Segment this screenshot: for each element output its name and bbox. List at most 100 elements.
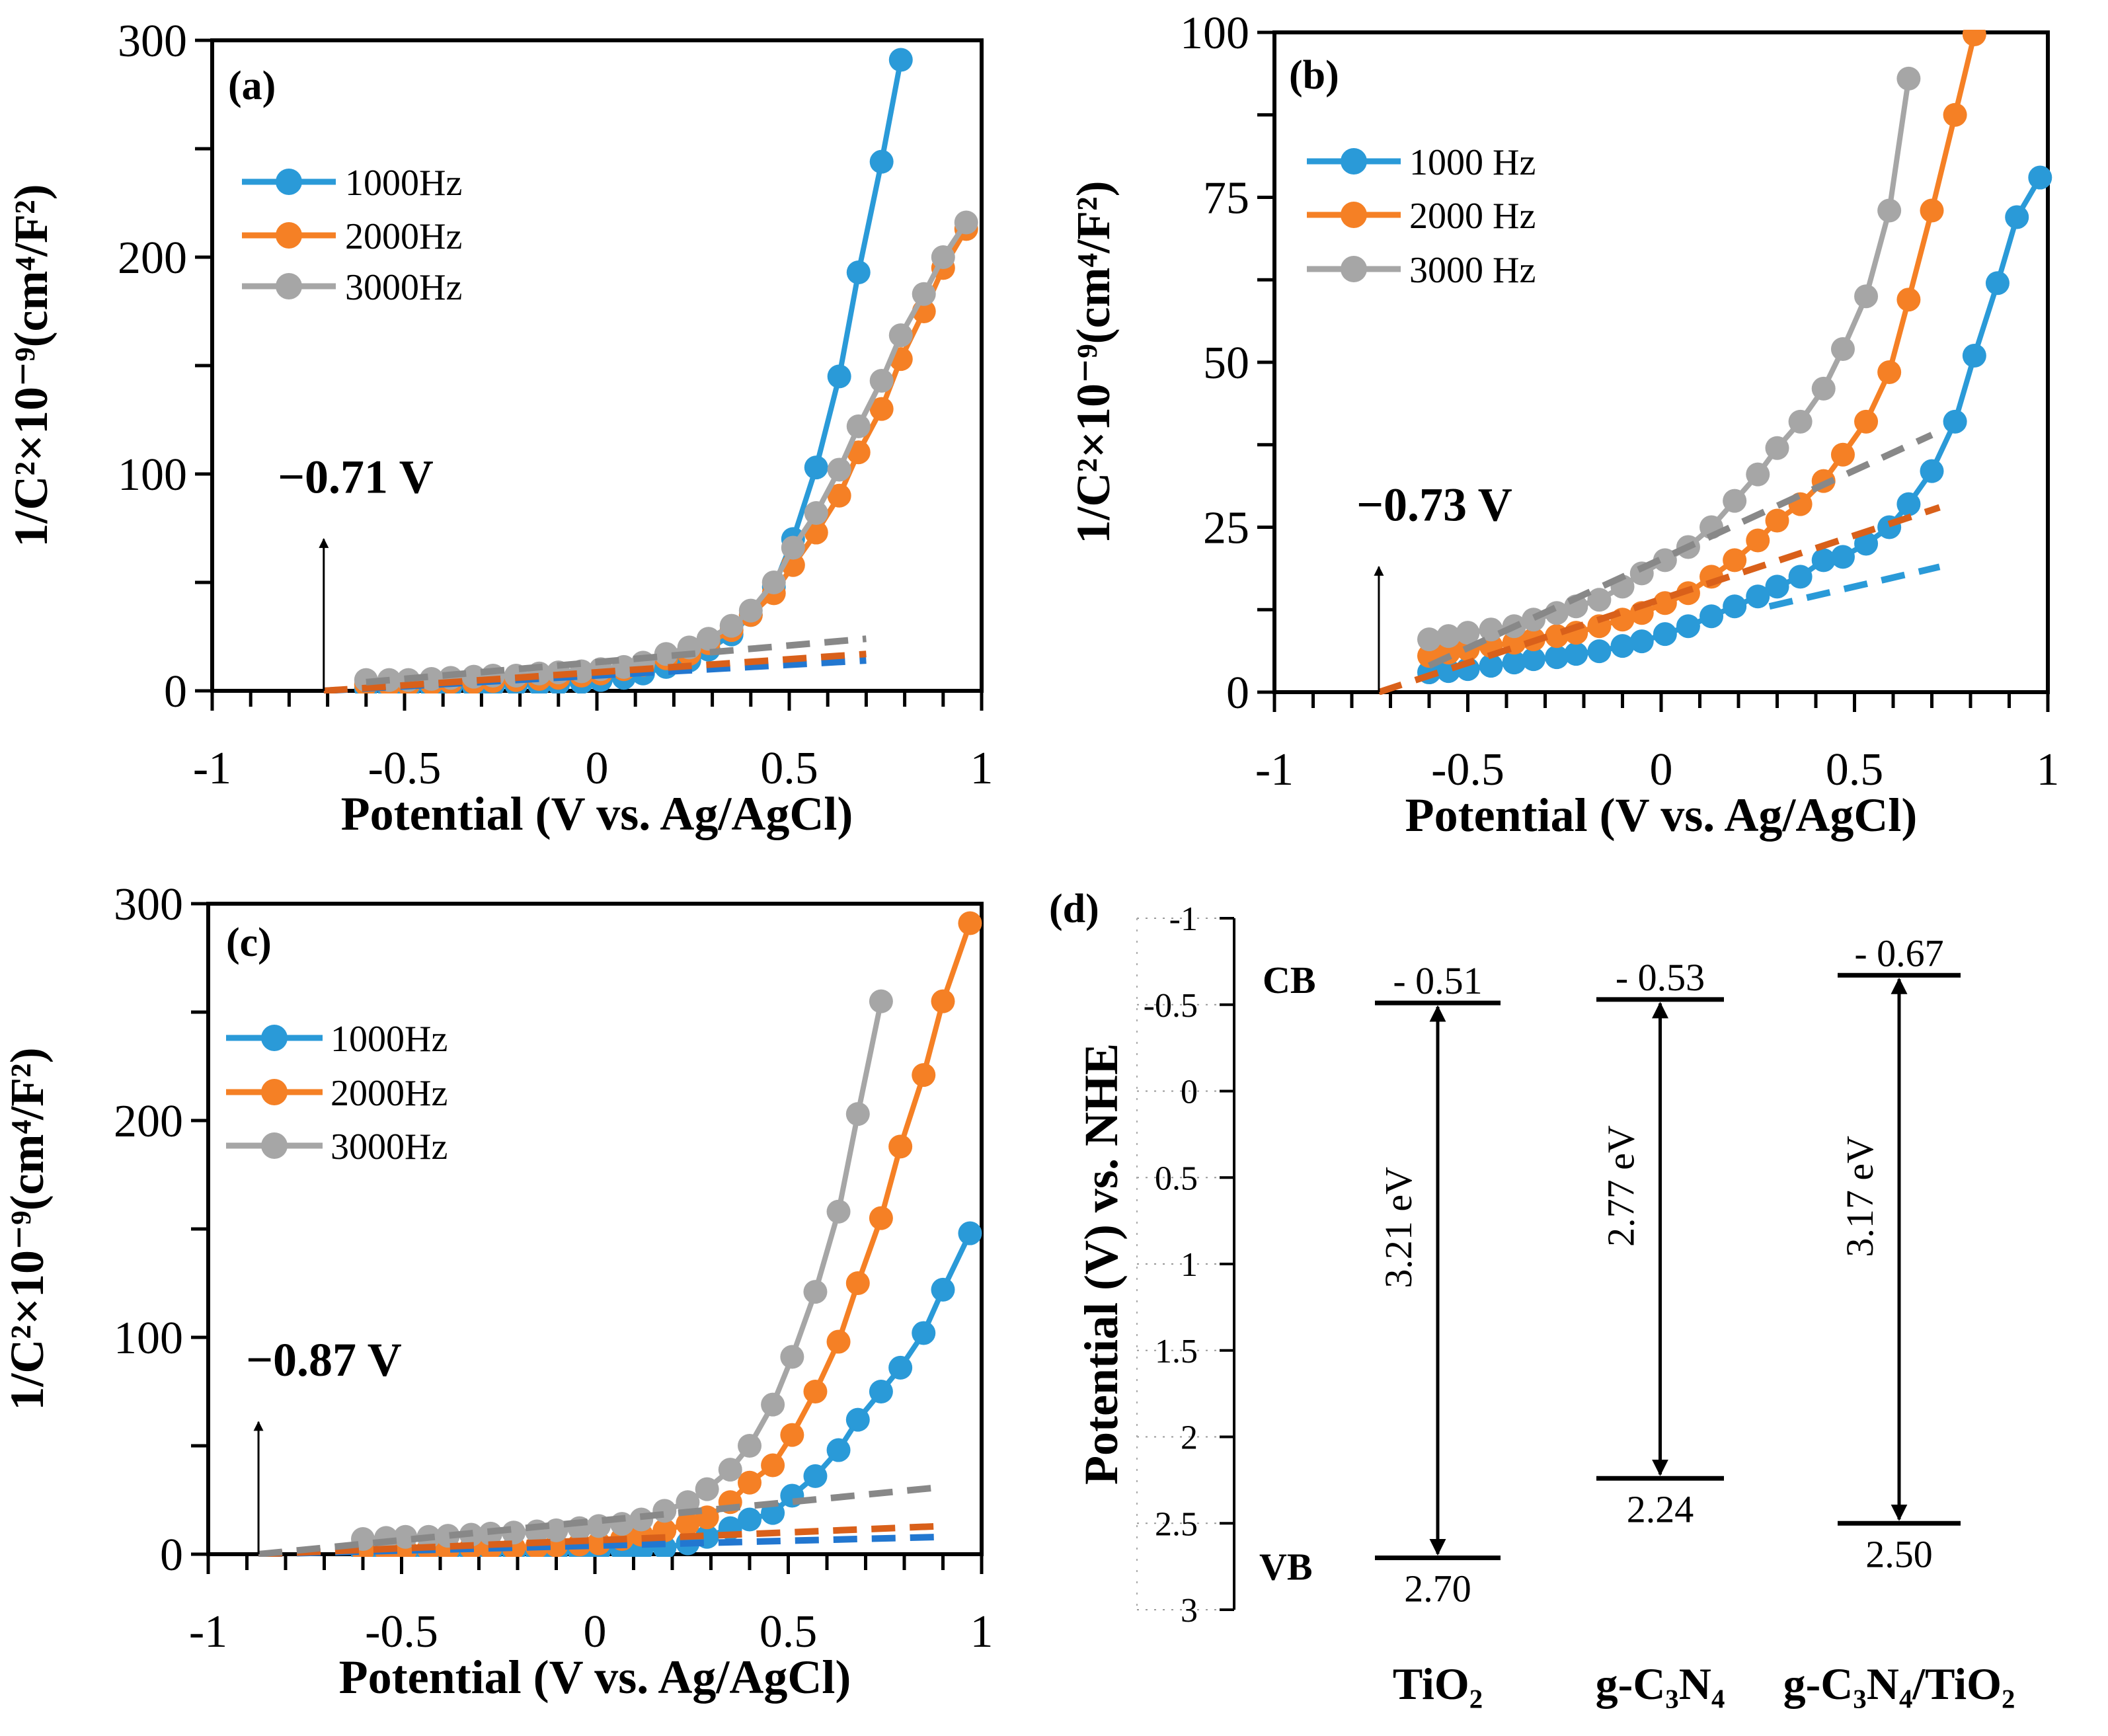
linear-fit-line xyxy=(366,635,867,686)
data-point xyxy=(1479,617,1503,642)
data-point xyxy=(1545,645,1569,670)
data-point xyxy=(1456,621,1480,645)
data-point xyxy=(718,1458,742,1482)
data-point xyxy=(1723,594,1747,619)
legend-marker xyxy=(276,273,302,299)
x-tick-label: 0.5 xyxy=(1826,744,1884,795)
data-point xyxy=(1610,634,1635,658)
data-point xyxy=(738,1434,761,1458)
data-point xyxy=(931,245,955,269)
legend-label: 3000Hz xyxy=(331,1126,448,1167)
data-point xyxy=(845,1271,870,1295)
legend-marker xyxy=(276,222,302,249)
data-point xyxy=(419,666,444,691)
data-point xyxy=(1811,548,1836,572)
data-point xyxy=(1587,588,1612,612)
data-point xyxy=(1830,337,1855,362)
cb-value-label: - 0.51 xyxy=(1393,959,1482,1002)
data-point xyxy=(954,210,978,235)
legend-label: 3000 Hz xyxy=(1409,250,1536,291)
data-point xyxy=(826,1438,851,1462)
series-line-2000Hz xyxy=(1428,34,1977,659)
data-point xyxy=(1629,629,1654,654)
panel-b-chart: -1 -0.5 0 0.5 1 0 25 50 75 100 Potential (V vs. Ag… xyxy=(1067,8,2060,842)
data-point xyxy=(804,501,828,526)
data-point xyxy=(1830,442,1855,467)
data-point xyxy=(869,149,894,174)
data-point xyxy=(1896,288,1921,312)
data-point xyxy=(1962,30,1986,46)
cb-value-label: - 0.67 xyxy=(1854,931,1943,974)
panel-label: (c) xyxy=(226,920,272,965)
linear-fit-line xyxy=(1768,563,1941,610)
band-gap-label: 3.17 eV xyxy=(1838,1136,1881,1257)
data-point xyxy=(803,1464,828,1488)
data-point xyxy=(869,989,893,1013)
material-label: g-C₃N₄/TiO₂ xyxy=(1783,1659,2015,1709)
flatband-potential-label: −0.71 V xyxy=(278,450,434,503)
data-point xyxy=(1920,198,1944,223)
data-point xyxy=(869,368,894,393)
legend-label: 1000Hz xyxy=(331,1019,448,1060)
plot-area xyxy=(1378,30,2052,695)
data-point xyxy=(1896,492,1921,516)
x-axis-title: Potential (V vs. Ag/AgCl) xyxy=(1405,789,1918,842)
data-point xyxy=(1765,436,1789,460)
data-point xyxy=(803,1380,828,1403)
data-point xyxy=(912,1321,936,1345)
data-point xyxy=(888,1355,913,1380)
y-tick-label: 75 xyxy=(1203,173,1249,224)
y-tick-label: 0 xyxy=(1226,668,1249,719)
data-point xyxy=(1765,574,1789,599)
flatband-potential-label: −0.87 V xyxy=(246,1333,402,1386)
data-point xyxy=(1417,627,1441,652)
data-point xyxy=(804,455,828,480)
x-tick-label: 0 xyxy=(586,743,609,794)
data-point xyxy=(1788,409,1813,434)
y-tick-label: 100 xyxy=(114,1313,183,1364)
y-tick-label: 0.5 xyxy=(1155,1160,1198,1197)
y-tick-label: 300 xyxy=(118,16,187,67)
data-point xyxy=(888,48,913,72)
material-label: g-C₃N₄ xyxy=(1596,1659,1725,1709)
data-point xyxy=(888,323,913,348)
data-point xyxy=(676,1512,700,1536)
data-point xyxy=(761,1392,785,1417)
panel-label: (b) xyxy=(1289,53,1339,98)
y-tick-label: 100 xyxy=(1180,8,1249,59)
data-point xyxy=(654,642,678,666)
legend-label: 3000Hz xyxy=(345,267,462,308)
y-tick-label: 300 xyxy=(114,879,183,930)
y-tick-label: 0 xyxy=(160,1530,183,1581)
data-point xyxy=(845,1407,870,1432)
legend-label: 1000Hz xyxy=(345,163,462,204)
vb-value-label: 2.50 xyxy=(1865,1532,1933,1575)
data-point xyxy=(827,483,851,508)
y-tick-label: 200 xyxy=(114,1096,183,1147)
y-tick-label: 25 xyxy=(1203,503,1249,554)
plot-area xyxy=(258,911,982,1557)
plot-frame xyxy=(210,38,984,693)
legend-marker xyxy=(1341,148,1367,175)
legend-label: 2000Hz xyxy=(345,216,462,257)
data-point xyxy=(652,1499,677,1523)
plot-area xyxy=(323,48,978,693)
data-point xyxy=(1962,344,1986,368)
x-tick-label: -0.5 xyxy=(365,1606,438,1657)
y-tick-label: 0 xyxy=(1181,1074,1198,1111)
y-tick-label: 3 xyxy=(1181,1592,1198,1630)
y-tick-label: -0.5 xyxy=(1144,987,1198,1025)
data-point xyxy=(1854,532,1879,556)
legend-label: 2000Hz xyxy=(331,1073,448,1114)
data-point xyxy=(869,397,894,421)
y-tick-label: 1 xyxy=(1181,1246,1198,1284)
series-line-1000Hz xyxy=(366,59,904,691)
data-point xyxy=(780,1345,804,1369)
panel-d-band-diagram: (d) -1 -0.5 0 0.5 1 1.5 2 2.5 3 Potential (V) vs. … xyxy=(1049,887,2015,1709)
panel-label: (d) xyxy=(1049,887,1099,931)
data-point xyxy=(781,535,805,560)
data-point xyxy=(1830,545,1855,569)
legend-label: 1000 Hz xyxy=(1409,142,1536,183)
data-point xyxy=(958,911,982,935)
